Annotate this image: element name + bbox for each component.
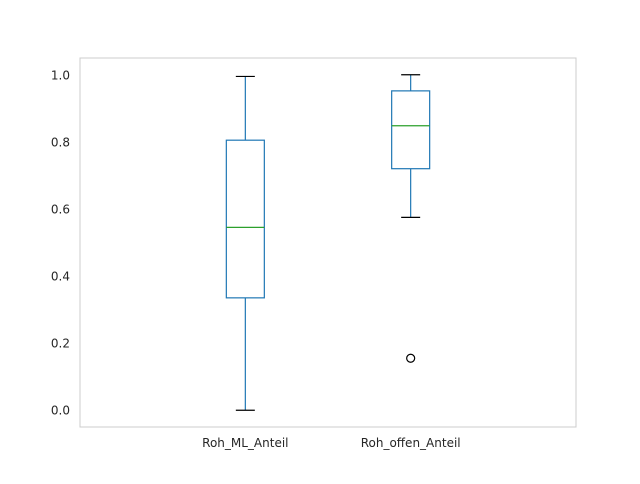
- plot-frame: [79, 57, 577, 428]
- y-tick-label: 0.4: [51, 270, 70, 284]
- y-tick-label: 0.2: [51, 337, 70, 351]
- y-tick-label: 0.8: [51, 135, 70, 149]
- outlier-point: [406, 353, 416, 363]
- box-iqr: [225, 139, 265, 299]
- y-tick-label: 0.6: [51, 202, 70, 216]
- y-tick-label: 0.0: [51, 404, 70, 418]
- x-axis: Roh_ML_Anteil Roh_offen_Anteil: [202, 436, 460, 450]
- x-tick-label: Roh_offen_Anteil: [361, 436, 461, 450]
- y-tick-label: 1.0: [51, 68, 70, 82]
- box-series: [225, 74, 431, 411]
- x-tick-label: Roh_ML_Anteil: [202, 436, 288, 450]
- y-axis: 0.0 0.2 0.4 0.6 0.8 1.0: [51, 68, 70, 417]
- box-group: [391, 74, 431, 363]
- box-group: [225, 75, 265, 411]
- box-iqr: [391, 90, 431, 170]
